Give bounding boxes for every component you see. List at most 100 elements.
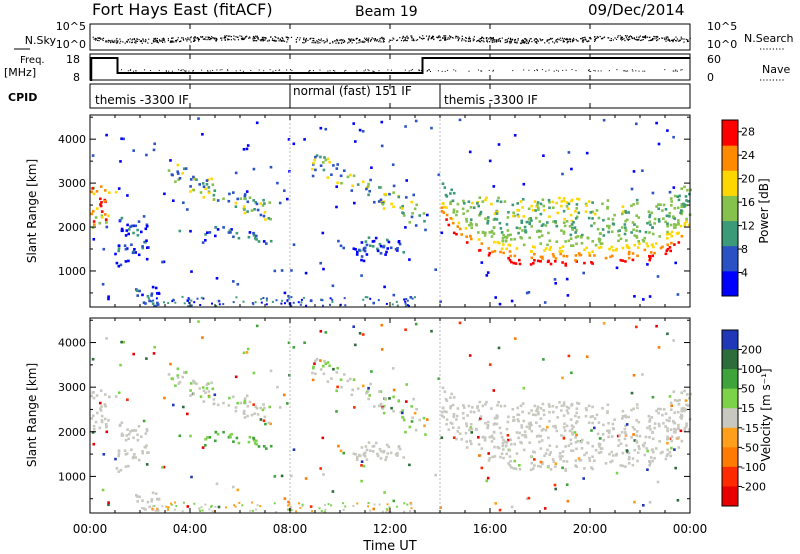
echo-cell <box>669 428 673 431</box>
echo-cell <box>596 432 600 436</box>
nave-point <box>481 70 483 72</box>
echo-cell <box>606 224 609 228</box>
echo-cell <box>107 297 110 301</box>
echo-cell <box>313 158 316 162</box>
echo-cell <box>532 245 535 248</box>
noise-point <box>686 40 689 43</box>
echo-cell <box>129 430 132 433</box>
echo-cell <box>362 464 366 468</box>
echo-cell <box>100 201 103 204</box>
noise-point <box>449 38 451 40</box>
echo-cell <box>237 441 241 445</box>
echo-cell <box>422 212 426 215</box>
noise-point <box>271 39 273 41</box>
echo-cell <box>556 211 559 215</box>
noise-point <box>193 39 195 41</box>
echo-cell <box>301 503 304 506</box>
noise-point <box>113 40 115 42</box>
echo-cell <box>283 189 286 192</box>
noise-point <box>482 36 484 39</box>
noise-point <box>392 37 394 39</box>
echo-cell <box>510 238 513 241</box>
noise-point <box>303 37 305 39</box>
echo-cell <box>383 491 386 494</box>
echo-cell <box>528 236 531 240</box>
echo-cell <box>633 439 637 442</box>
echo-cell <box>645 447 649 450</box>
echo-cell <box>414 224 418 227</box>
echo-cell <box>385 511 388 513</box>
nave-point <box>209 70 211 72</box>
echo-cell <box>127 232 130 236</box>
echo-cell <box>269 422 272 426</box>
echo-cell <box>169 159 172 162</box>
echo-cell <box>501 237 505 240</box>
echo-cell <box>358 128 362 132</box>
echo-cell <box>574 414 577 418</box>
nave-point <box>437 70 439 72</box>
echo-cell <box>562 437 566 440</box>
echo-cell <box>591 217 594 220</box>
noise-point <box>455 35 457 37</box>
nave-point <box>219 69 221 71</box>
echo-cell <box>608 452 611 456</box>
freq-label-top: Freq. <box>20 55 45 66</box>
echo-cell <box>126 223 129 227</box>
echo-cell <box>620 431 624 434</box>
noise-point <box>468 37 470 39</box>
echo-cell <box>525 291 529 295</box>
noise-point <box>141 42 143 44</box>
noise-point <box>190 36 192 38</box>
echo-cell <box>537 434 541 438</box>
noise-point <box>406 40 408 42</box>
echo-cell <box>554 462 558 465</box>
echo-cell <box>561 376 564 380</box>
echo-cell <box>444 398 448 401</box>
echo-cell <box>330 504 333 507</box>
echo-cell <box>577 416 581 419</box>
echo-cell <box>651 430 654 434</box>
noise-point <box>282 39 284 41</box>
beam-title: Beam 19 <box>355 4 418 20</box>
echo-cell <box>199 395 203 398</box>
noise-point <box>342 39 344 41</box>
echo-cell <box>670 435 674 438</box>
noise-point <box>525 38 527 40</box>
noise-point <box>644 37 647 39</box>
noise-point <box>607 37 609 39</box>
echo-cell <box>117 452 121 455</box>
echo-cell <box>565 255 569 258</box>
echo-cell <box>186 505 190 508</box>
echo-cell <box>299 506 302 509</box>
echo-cell <box>607 226 611 230</box>
echo-cell <box>218 303 221 306</box>
echo-cell <box>670 200 673 203</box>
echo-cell <box>580 440 583 444</box>
noise-point <box>528 40 530 42</box>
nave-point <box>184 70 186 72</box>
echo-cell <box>234 409 238 413</box>
echo-cell <box>120 216 124 220</box>
noise-point <box>179 41 181 43</box>
nave-point <box>588 69 590 71</box>
echo-cell <box>520 219 523 223</box>
echo-cell <box>624 211 628 214</box>
echo-cell <box>131 251 135 255</box>
echo-cell <box>536 206 540 209</box>
echo-cell <box>141 450 144 453</box>
echo-cell <box>496 240 499 244</box>
noise-point <box>417 39 419 41</box>
echo-cell <box>615 471 619 475</box>
echo-cell <box>555 224 559 228</box>
echo-cell <box>538 440 541 444</box>
nave-point <box>528 69 530 71</box>
echo-cell <box>329 297 332 300</box>
echo-cell <box>688 192 691 196</box>
echo-cell <box>367 236 371 239</box>
echo-cell <box>607 435 610 439</box>
echo-cell <box>108 191 111 194</box>
noise-point <box>111 41 113 43</box>
echo-cell <box>558 196 561 200</box>
echo-cell <box>452 211 455 214</box>
echo-cell <box>576 401 579 405</box>
